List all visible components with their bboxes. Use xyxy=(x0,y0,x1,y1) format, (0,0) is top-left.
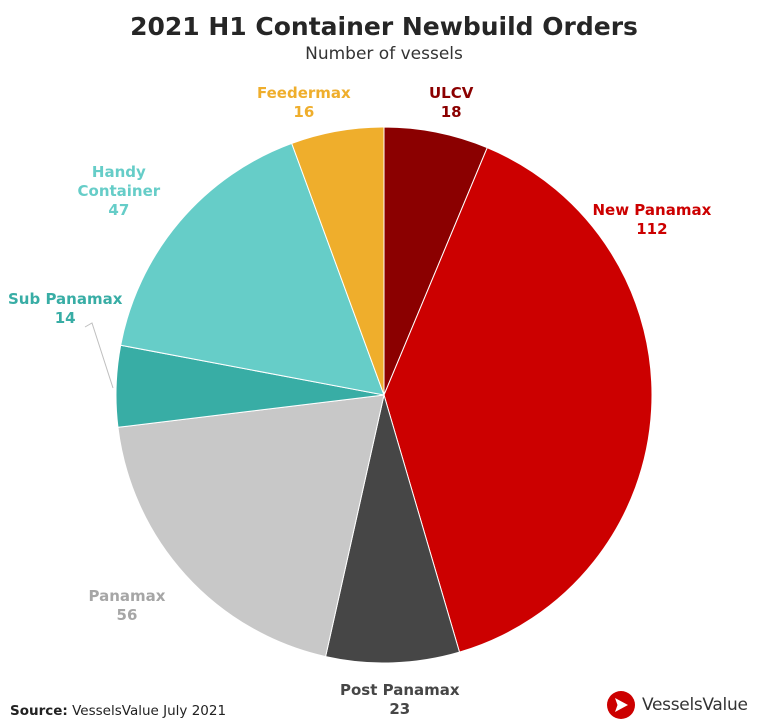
vesselsvalue-logo-icon xyxy=(607,691,635,719)
data-label-ulcv: ULCV 18 xyxy=(429,84,473,122)
pie-slice-feedermax xyxy=(291,126,385,396)
data-label-name: New Panamax xyxy=(592,201,712,219)
data-label-handy-container: Handy Container 47 xyxy=(78,163,161,220)
data-label-feedermax: Feedermax 16 xyxy=(257,84,351,122)
data-label-value: 47 xyxy=(108,201,130,219)
data-label-name: Post Panamax xyxy=(340,681,460,699)
source-note: Source: VesselsValue July 2021 xyxy=(10,703,226,719)
logo-text: VesselsValue xyxy=(642,695,748,715)
data-label-name: Sub Panamax xyxy=(8,290,123,308)
data-label-new-panamax: New Panamax 112 xyxy=(593,201,712,239)
source-label: Source: xyxy=(10,703,68,719)
pie-slice-post-panamax xyxy=(325,394,461,664)
data-label-value: 112 xyxy=(636,220,668,238)
chart-title: 2021 H1 Container Newbuild Orders xyxy=(130,12,638,41)
data-label-value: 18 xyxy=(440,103,462,121)
source-text: VesselsValue July 2021 xyxy=(72,703,227,719)
data-label-name: ULCV xyxy=(429,84,474,102)
data-label-value: 14 xyxy=(54,309,76,327)
data-label-name: Handy xyxy=(91,163,146,181)
data-label-name: Container xyxy=(77,182,161,200)
data-label-name: Feedermax xyxy=(257,84,351,102)
pie-slice-handy-container xyxy=(120,142,385,396)
data-label-post-panamax: Post Panamax 23 xyxy=(340,681,460,719)
data-label-name: Panamax xyxy=(88,587,166,605)
vesselsvalue-logo: VesselsValue xyxy=(606,690,748,720)
data-label-sub-panamax: Sub Panamax 14 xyxy=(8,290,122,328)
pie-slice-new-panamax xyxy=(383,147,653,653)
pie-slice-panamax xyxy=(117,394,385,658)
data-label-value: 16 xyxy=(293,103,315,121)
data-label-panamax: Panamax 56 xyxy=(89,587,166,625)
chart-subtitle: Number of vessels xyxy=(305,44,463,64)
data-label-value: 56 xyxy=(116,606,138,624)
leader-line-sub-panamax xyxy=(84,322,114,389)
data-label-value: 23 xyxy=(389,700,411,718)
